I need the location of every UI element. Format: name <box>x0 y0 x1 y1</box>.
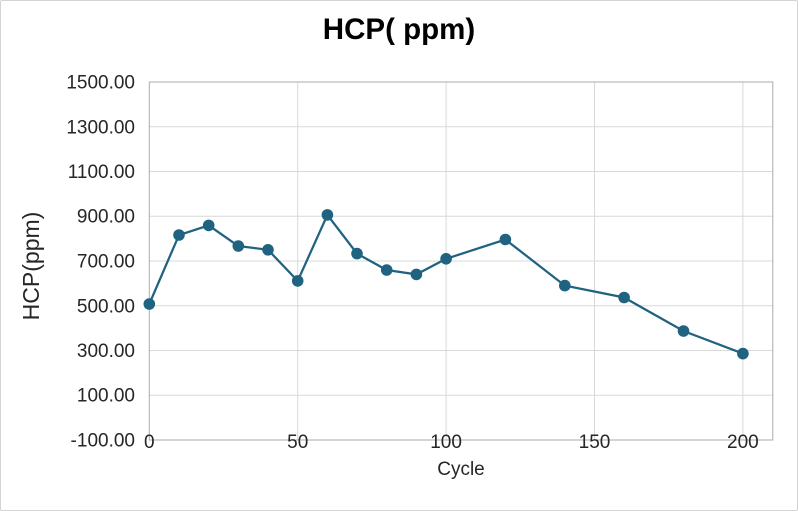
svg-text:0: 0 <box>144 432 155 453</box>
svg-text:1100.00: 1100.00 <box>68 162 135 183</box>
svg-text:1500.00: 1500.00 <box>66 73 135 94</box>
svg-text:500.00: 500.00 <box>77 296 135 317</box>
svg-text:50: 50 <box>287 432 308 453</box>
svg-text:HCP(ppm): HCP(ppm) <box>18 212 44 321</box>
svg-text:100: 100 <box>430 432 462 453</box>
svg-text:100.00: 100.00 <box>77 386 135 407</box>
svg-text:150: 150 <box>579 432 611 453</box>
svg-text:900.00: 900.00 <box>77 207 135 228</box>
svg-text:700.00: 700.00 <box>77 252 135 273</box>
svg-text:300.00: 300.00 <box>77 341 135 362</box>
svg-text:1300.00: 1300.00 <box>66 117 135 138</box>
svg-text:-100.00: -100.00 <box>71 431 135 452</box>
svg-text:200: 200 <box>727 432 759 453</box>
svg-text:Cycle: Cycle <box>437 459 485 480</box>
